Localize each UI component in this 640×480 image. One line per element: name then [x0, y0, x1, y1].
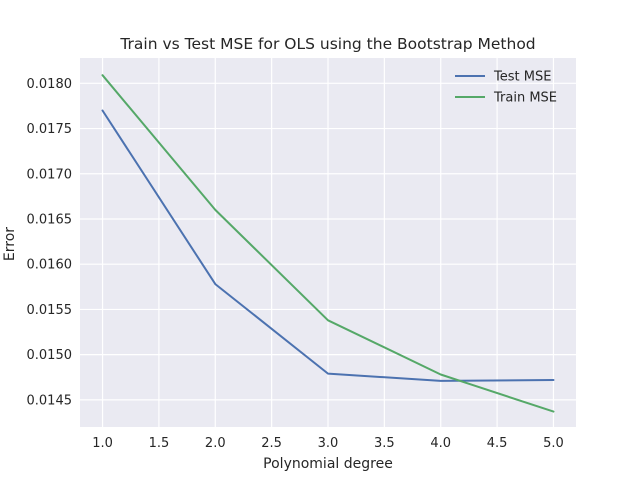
y-tick-label: 0.0165 [27, 212, 73, 227]
y-tick-label: 0.0150 [27, 348, 73, 363]
legend: Test MSE Train MSE [455, 70, 557, 106]
chart-title: Train vs Test MSE for OLS using the Boot… [119, 35, 535, 53]
series-line-test-mse [101, 109, 555, 382]
x-tick-label: 2.5 [261, 436, 282, 451]
y-tick-label: 0.0155 [27, 303, 73, 318]
x-tick-label: 1.5 [149, 436, 170, 451]
x-tick-label: 5.0 [543, 436, 564, 451]
x-tick-label: 4.5 [487, 436, 508, 451]
x-tick-label: 4.0 [430, 436, 451, 451]
x-tick-label: 1.0 [92, 436, 113, 451]
y-tick-label: 0.0145 [27, 393, 73, 408]
x-tick-label: 3.0 [318, 436, 339, 451]
x-tick-label: 2.0 [205, 436, 226, 451]
x-tick-label: 3.5 [374, 436, 395, 451]
x-tick-labels: 1.0 1.5 2.0 2.5 3.0 3.5 4.0 4.5 5.0 [92, 436, 564, 451]
gridlines [80, 58, 576, 427]
y-tick-label: 0.0160 [27, 258, 73, 273]
y-tick-label: 0.0180 [27, 77, 73, 92]
x-axis-label: Polynomial degree [263, 456, 393, 472]
series-lines [101, 74, 555, 413]
y-tick-labels: 0.0145 0.0150 0.0155 0.0160 0.0165 0.0170 0.01… [27, 77, 73, 409]
series-line-train-mse [101, 74, 555, 413]
y-tick-label: 0.0175 [27, 122, 73, 137]
legend-label: Train MSE [493, 91, 557, 106]
legend-label: Test MSE [493, 70, 551, 85]
y-tick-label: 0.0170 [27, 167, 73, 182]
y-axis-label: Error [2, 227, 18, 261]
